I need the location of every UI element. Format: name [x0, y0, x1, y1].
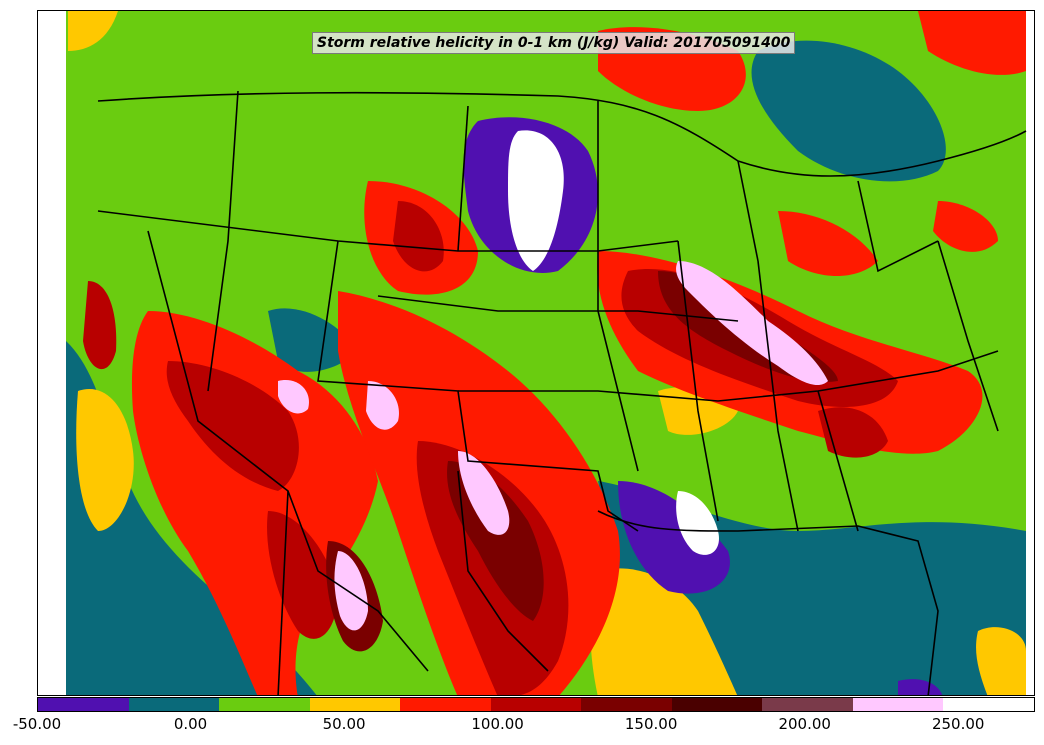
colorbar-segment [762, 698, 853, 711]
map-panel: Storm relative helicity in 0-1 km (J/kg)… [37, 10, 1035, 696]
colorbar-segment [581, 698, 672, 711]
colorbar-segment [400, 698, 491, 711]
boundary-lines [97, 90, 1027, 695]
colorbar [37, 697, 1035, 712]
colorbar-tick-label: 250.00 [931, 715, 985, 733]
colorbar-tick-label: 150.00 [624, 715, 678, 733]
helicity-map [38, 11, 1027, 695]
colorbar-tick-label: -50.00 [12, 715, 62, 733]
colorbar-segment [38, 698, 129, 711]
colorbar-tick-label: 0.00 [173, 715, 208, 733]
colorbar-tick-label: 100.00 [471, 715, 524, 733]
colorbar-segment [852, 698, 944, 711]
map-title: Storm relative helicity in 0-1 km (J/kg)… [312, 32, 796, 54]
colorbar-segment [943, 698, 1035, 711]
max-regions [278, 261, 828, 631]
colorbar-segment [128, 698, 220, 711]
above-max-regions [38, 11, 719, 695]
colorbar-segment [309, 698, 401, 711]
colorbar-tick-label: 50.00 [322, 715, 366, 733]
colorbar-segment [490, 698, 582, 711]
colorbar-segment [671, 698, 763, 711]
colorbar-segment [219, 698, 310, 711]
colorbar-tick-label: 200.00 [778, 715, 831, 733]
